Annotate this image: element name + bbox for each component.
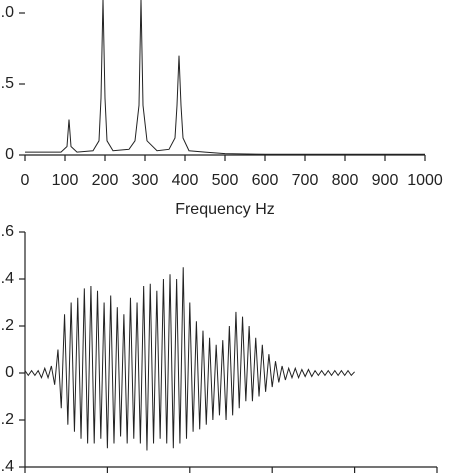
x-tick-label: 0 bbox=[21, 172, 30, 189]
x-axis-label: Frequency Hz bbox=[175, 201, 275, 218]
y-tick-label: -0.2 bbox=[0, 411, 14, 428]
data-line bbox=[25, 0, 425, 155]
x-tick-label: 800 bbox=[332, 172, 359, 189]
x-tick-label: 200 bbox=[92, 172, 119, 189]
x-tick-label: 900 bbox=[372, 172, 399, 189]
x-tick-label: 600 bbox=[252, 172, 279, 189]
y-tick-label: 0.2 bbox=[0, 317, 14, 334]
y-tick-label: 0.4 bbox=[0, 270, 14, 287]
x-tick-label: 700 bbox=[292, 172, 319, 189]
y-tick-label: 0 bbox=[5, 146, 14, 163]
x-tick-label: 300 bbox=[132, 172, 159, 189]
y-tick-label: 1.0 bbox=[0, 4, 14, 21]
x-tick-label: 1000 bbox=[407, 172, 443, 189]
y-tick-label: 0.6 bbox=[0, 223, 14, 240]
y-tick-label: 0 bbox=[5, 364, 14, 381]
x-tick-label: 100 bbox=[52, 172, 79, 189]
y-tick-label: 0.5 bbox=[0, 75, 14, 92]
x-tick-label: 500 bbox=[212, 172, 239, 189]
data-line bbox=[24, 267, 355, 451]
y-tick-label: -0.4 bbox=[0, 458, 14, 474]
x-tick-label: 400 bbox=[172, 172, 199, 189]
